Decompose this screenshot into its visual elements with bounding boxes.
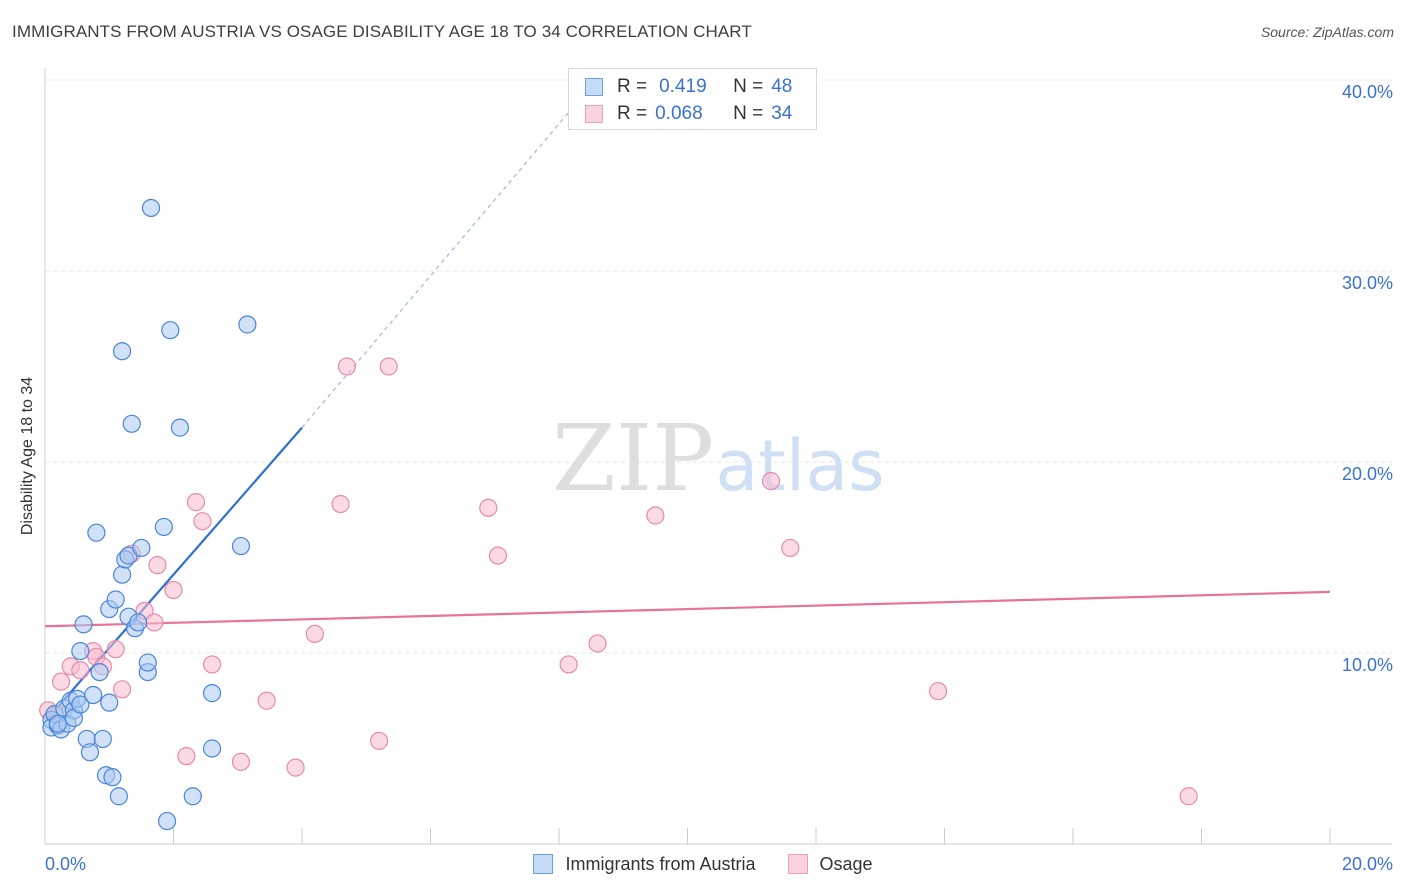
legend-n-value: 48	[771, 76, 793, 97]
trend-line-austria	[47, 426, 303, 719]
point-austria	[122, 414, 141, 433]
point-osage	[761, 472, 781, 491]
legend-item-austria[interactable]: Immigrants from Austria	[533, 853, 756, 875]
point-austria	[141, 198, 161, 218]
legend-swatch-pink	[787, 854, 808, 874]
point-austria	[129, 613, 148, 632]
point-osage	[112, 680, 132, 699]
legend-r-value: 0.419	[659, 76, 707, 97]
point-osage	[145, 613, 164, 632]
point-osage	[286, 758, 305, 777]
point-osage	[559, 655, 578, 674]
point-austria	[183, 787, 202, 806]
point-osage	[488, 546, 508, 565]
legend-row-austria: R = 0.419 N = 48	[585, 75, 792, 99]
point-austria	[161, 321, 180, 340]
gridlines	[45, 79, 1392, 654]
point-austria	[103, 768, 122, 787]
watermark: ZIP atlas	[552, 405, 885, 512]
point-osage	[646, 506, 665, 525]
point-osage	[164, 580, 183, 600]
point-austria	[202, 684, 222, 703]
trend-lines	[44, 108, 1331, 719]
point-osage	[257, 691, 276, 710]
point-austria	[84, 685, 103, 705]
legend-row-osage: R = 0.068 N = 34	[585, 102, 792, 126]
trend-line-osage	[44, 590, 1331, 628]
point-austria	[157, 811, 177, 831]
y-tick-label: 20.0%	[1342, 464, 1393, 484]
x-tick-label: 0.0%	[45, 854, 86, 874]
point-austria	[132, 538, 151, 558]
y-tick-label: 40.0%	[1342, 82, 1393, 102]
legend-swatch-pink	[585, 105, 603, 123]
point-osage	[51, 672, 71, 691]
point-austria	[106, 590, 125, 609]
series-legend: Immigrants from Austria Osage	[0, 851, 1406, 877]
point-austria	[93, 729, 112, 749]
point-austria	[71, 641, 90, 661]
point-osage	[331, 494, 350, 514]
point-osage	[71, 661, 90, 680]
y-tick-label: 10.0%	[1342, 655, 1393, 675]
point-osage	[193, 512, 212, 531]
point-osage	[370, 731, 389, 750]
point-austria	[74, 615, 93, 634]
legend-swatch-blue	[533, 854, 554, 874]
point-austria	[100, 693, 119, 712]
point-osage	[202, 655, 222, 674]
point-osage	[148, 556, 167, 575]
point-osage	[781, 538, 800, 558]
legend-n-label: N =	[733, 76, 764, 97]
point-austria	[87, 523, 106, 542]
legend-item-osage[interactable]: Osage	[787, 853, 873, 875]
legend-r-label: R =	[617, 103, 648, 124]
legend-swatch-blue	[585, 78, 603, 96]
point-osage	[479, 498, 498, 517]
x-tick-label: 20.0%	[1342, 854, 1393, 874]
data-points	[39, 198, 1198, 831]
point-austria	[138, 653, 157, 672]
stats-legend: R = 0.419 N = 48 R = 0.068 N = 34	[568, 68, 817, 130]
source-label: Source: ZipAtlas.com	[1260, 24, 1394, 40]
point-osage	[337, 357, 357, 376]
point-osage	[177, 747, 196, 766]
legend-n-value: 34	[771, 103, 793, 124]
point-osage	[305, 624, 324, 644]
point-austria	[109, 787, 128, 806]
legend-r-value: 0.068	[655, 103, 703, 124]
watermark-atlas: atlas	[715, 425, 884, 507]
point-osage	[231, 752, 251, 771]
legend-n-label: N =	[733, 103, 764, 124]
point-osage	[106, 640, 125, 659]
point-austria	[202, 739, 222, 758]
point-osage	[186, 493, 206, 512]
legend-r-label: R =	[617, 76, 648, 97]
point-austria	[80, 743, 100, 762]
point-austria	[112, 342, 132, 361]
point-austria	[231, 536, 251, 556]
point-austria	[170, 418, 190, 437]
chart-title: IMMIGRANTS FROM AUSTRIA VS OSAGE DISABIL…	[12, 22, 752, 41]
point-austria	[154, 517, 173, 537]
legend-label-osage: Osage	[819, 853, 873, 874]
point-austria	[71, 695, 90, 714]
point-osage	[379, 357, 398, 376]
point-austria	[112, 565, 132, 584]
tick-labels: 10.0% 20.0% 30.0% 40.0% 0.0% 20.0%	[45, 82, 1393, 874]
point-osage	[928, 682, 948, 701]
legend-label-austria: Immigrants from Austria	[565, 853, 756, 874]
point-austria	[238, 315, 257, 334]
point-austria	[48, 714, 67, 733]
point-osage	[588, 634, 607, 653]
point-austria	[90, 662, 109, 682]
watermark-zip: ZIP	[552, 405, 714, 512]
trend-line-austria-extension	[301, 108, 573, 429]
point-osage	[1179, 787, 1198, 806]
y-tick-label: 30.0%	[1342, 273, 1393, 293]
